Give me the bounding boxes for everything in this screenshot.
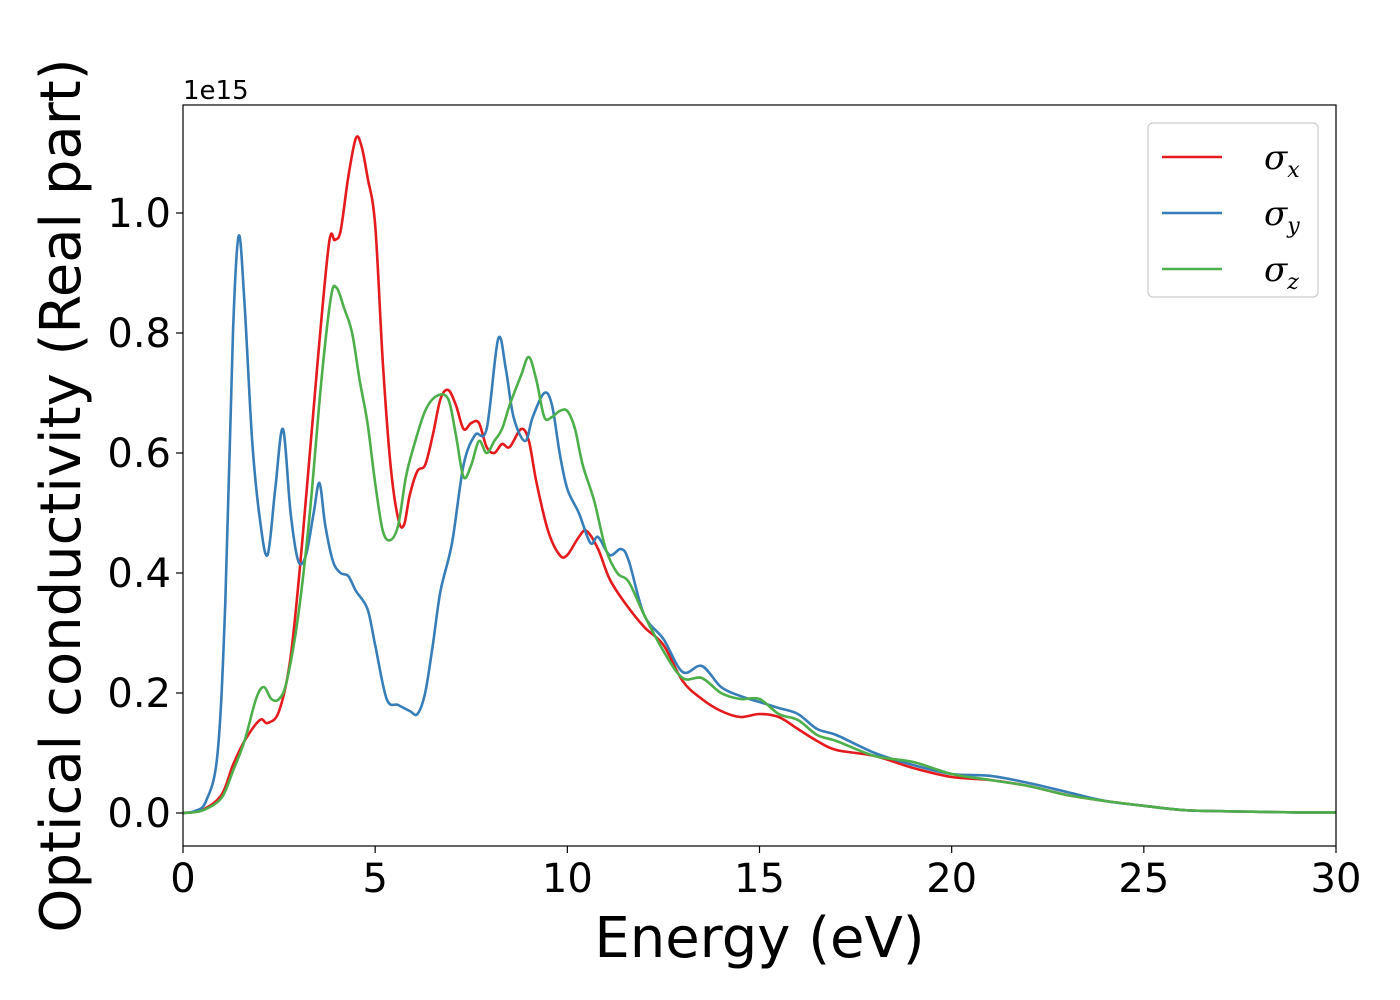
series-line-y — [183, 234, 1336, 815]
y-axis-title: Optical conductivity (Real part) — [29, 58, 94, 932]
y-offset-label: 1e15 — [183, 76, 249, 106]
legend: σx σy σz — [1147, 122, 1319, 298]
y-tick-label: 0.6 — [107, 431, 171, 477]
x-tick-label: 30 — [1311, 856, 1362, 902]
legend-label: σx — [1264, 138, 1300, 183]
legend-label: σz — [1264, 250, 1299, 295]
x-tick-label: 10 — [542, 856, 593, 902]
x-tick-label: 0 — [170, 856, 195, 902]
x-axis-title: Energy (eV) — [594, 906, 924, 971]
legend-box — [1147, 122, 1319, 298]
legend-label: σy — [1264, 194, 1300, 239]
y-axis: 0.0 0.2 0.4 0.6 0.8 1.0 — [107, 191, 183, 837]
x-axis: 0 5 10 15 20 25 30 — [170, 846, 1361, 902]
y-tick-label: 0.8 — [107, 311, 171, 357]
y-tick-label: 0.2 — [107, 671, 171, 717]
x-tick-label: 15 — [734, 856, 785, 902]
x-tick-label: 20 — [926, 856, 977, 902]
x-tick-label: 25 — [1118, 856, 1169, 902]
plot-lines — [183, 135, 1336, 815]
series-line-z — [183, 284, 1336, 815]
y-tick-label: 0.4 — [107, 551, 171, 597]
y-tick-label: 0.0 — [107, 791, 171, 837]
x-tick-label: 5 — [362, 856, 387, 902]
y-tick-label: 1.0 — [107, 191, 171, 237]
